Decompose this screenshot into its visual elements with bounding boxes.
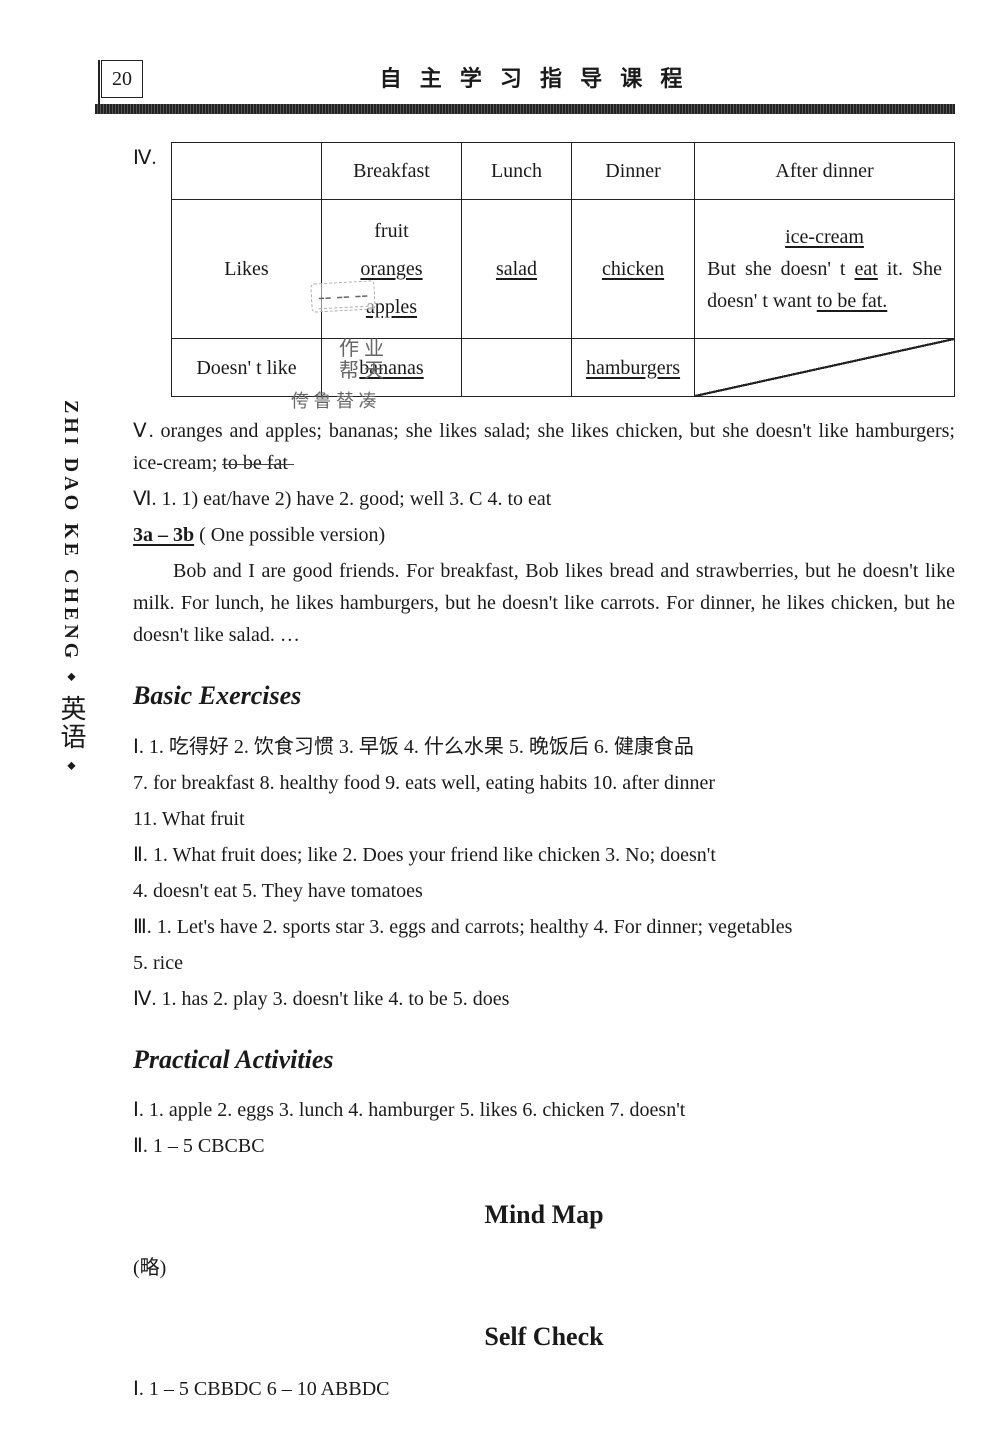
td-dislikes-dinner: hamburgers bbox=[572, 339, 695, 397]
table-row: Likes fruit oranges apples salad chicken… bbox=[172, 200, 955, 339]
section-vi-text: 1. 1) eat/have 2) have 2. good; well 3. … bbox=[156, 488, 551, 510]
basic-exercises-title: Basic Exercises bbox=[133, 675, 955, 717]
page-header: 20 自 主 学 习 指 导 课 程 bbox=[95, 60, 955, 98]
th-lunch: Lunch bbox=[462, 143, 572, 200]
basic-iii-text: 5. rice bbox=[169, 947, 955, 979]
roman-v: Ⅴ. bbox=[133, 420, 154, 442]
cell-text: eat bbox=[855, 258, 878, 280]
table-row: Breakfast Lunch Dinner After dinner bbox=[172, 143, 955, 200]
basic-ii-text: 1. What fruit does; like 2. Does your fr… bbox=[148, 844, 716, 866]
subhead-3a-note: ( One possible version) bbox=[194, 524, 385, 546]
cell-text: bananas bbox=[359, 357, 423, 379]
roman-vi: Ⅵ. bbox=[133, 488, 156, 510]
cell-text: salad bbox=[496, 258, 537, 280]
mindmap-title: Mind Map bbox=[133, 1194, 955, 1236]
cell-text: But she doesn' t bbox=[707, 258, 854, 280]
roman-i: Ⅰ. bbox=[133, 1099, 144, 1121]
subhead-3a-row: 3a – 3b ( One possible version) bbox=[133, 519, 955, 551]
section-iv: Ⅳ. Breakfast Lunch Dinner After dinner L… bbox=[133, 142, 955, 415]
likes-table: Breakfast Lunch Dinner After dinner Like… bbox=[171, 142, 955, 397]
subhead-3a: 3a – 3b bbox=[133, 524, 194, 546]
sidebar-pinyin: ZHI DAO KE CHENG bbox=[60, 400, 82, 662]
cell-text: fruit bbox=[374, 220, 408, 242]
selfcheck-i-text: 1 – 5 CBBDC 6 – 10 ABBDC bbox=[144, 1378, 390, 1400]
dot-icon: ◆ bbox=[66, 671, 77, 686]
basic-iv: Ⅳ. 1. has 2. play 3. doesn't like 4. to … bbox=[133, 983, 955, 1015]
basic-i-text: 1. 吃得好 2. 饮食习惯 3. 早饭 4. 什么水果 5. 晚饭后 6. 健… bbox=[144, 736, 694, 758]
sidebar-cn: 英语 bbox=[57, 695, 86, 751]
practical-i: Ⅰ. 1. apple 2. eggs 3. lunch 4. hamburge… bbox=[133, 1094, 955, 1126]
selfcheck-i: Ⅰ. 1 – 5 CBBDC 6 – 10 ABBDC bbox=[133, 1373, 955, 1405]
basic-i: Ⅰ. 1. 吃得好 2. 饮食习惯 3. 早饭 4. 什么水果 5. 晚饭后 6… bbox=[133, 731, 955, 835]
cell-text: hamburgers bbox=[586, 357, 680, 379]
cell-text: chicken bbox=[602, 258, 664, 280]
td-likes-lunch: salad bbox=[462, 200, 572, 339]
th-breakfast: Breakfast bbox=[322, 143, 462, 200]
dot-icon: ◆ bbox=[66, 760, 77, 775]
basic-iii-text: 1. Let's have 2. sports star 3. eggs and… bbox=[152, 916, 793, 938]
td-likes-breakfast: fruit oranges apples bbox=[322, 200, 462, 339]
paragraph-3a: Bob and I are good friends. For breakfas… bbox=[133, 555, 955, 651]
cell-text: ice-cream bbox=[785, 226, 864, 248]
td-dislikes-breakfast: bananas bbox=[322, 339, 462, 397]
roman-i: Ⅰ. bbox=[133, 736, 144, 758]
cell-text: to be fat. bbox=[817, 290, 888, 312]
practical-ii: Ⅱ. 1 – 5 CBCBC bbox=[133, 1130, 955, 1162]
mindmap-text: (略) bbox=[133, 1252, 955, 1284]
basic-iii: Ⅲ. 1. Let's have 2. sports star 3. eggs … bbox=[133, 911, 955, 979]
th-dinner: Dinner bbox=[572, 143, 695, 200]
page-title: 自 主 学 习 指 导 课 程 bbox=[113, 61, 955, 96]
roman-ii: Ⅱ. bbox=[133, 844, 148, 866]
practical-ii-text: 1 – 5 CBCBC bbox=[148, 1135, 265, 1157]
section-v: Ⅴ. oranges and apples; bananas; she like… bbox=[133, 415, 955, 479]
sidebar-vertical-label: ZHI DAO KE CHENG ◆ 英语 ◆ bbox=[62, 400, 92, 775]
roman-ii: Ⅱ. bbox=[133, 1135, 148, 1157]
td-dislikes-label: Doesn' t like bbox=[172, 339, 322, 397]
header-rule bbox=[95, 104, 955, 114]
section-vi: Ⅵ. 1. 1) eat/have 2) have 2. good; well … bbox=[133, 483, 955, 515]
table-row: Doesn' t like bananas hamburgers bbox=[172, 339, 955, 397]
basic-i-text: 7. for breakfast 8. healthy food 9. eats… bbox=[169, 767, 955, 799]
practical-i-text: 1. apple 2. eggs 3. lunch 4. hamburger 5… bbox=[144, 1099, 685, 1121]
td-dislikes-lunch bbox=[462, 339, 572, 397]
th-after: After dinner bbox=[695, 143, 955, 200]
practical-title: Practical Activities bbox=[133, 1039, 955, 1081]
basic-ii-text: 4. doesn't eat 5. They have tomatoes bbox=[169, 875, 955, 907]
basic-ii: Ⅱ. 1. What fruit does; like 2. Does your… bbox=[133, 839, 955, 907]
page-content: 20 自 主 学 习 指 导 课 程 Ⅳ. Breakfast Lunch Di… bbox=[95, 60, 955, 1409]
cell-text: apples bbox=[366, 296, 417, 318]
td-likes-after: ice-cream But she doesn' t eat it. She d… bbox=[695, 200, 955, 339]
roman-iii: Ⅲ. bbox=[133, 916, 152, 938]
cell-text: oranges bbox=[360, 258, 422, 280]
td-likes-label: Likes bbox=[172, 200, 322, 339]
roman-iv: Ⅳ. bbox=[133, 142, 171, 174]
basic-i-text: 11. What fruit bbox=[169, 803, 955, 835]
strike-text: to be fat bbox=[222, 452, 288, 474]
roman-i: Ⅰ. bbox=[133, 1378, 144, 1400]
td-likes-dinner: chicken bbox=[572, 200, 695, 339]
basic-iv-text: 1. has 2. play 3. doesn't like 4. to be … bbox=[156, 988, 509, 1010]
td-dislikes-after-diag bbox=[695, 339, 955, 397]
th-blank bbox=[172, 143, 322, 200]
selfcheck-title: Self Check bbox=[133, 1316, 955, 1358]
roman-iv: Ⅳ. bbox=[133, 988, 156, 1010]
